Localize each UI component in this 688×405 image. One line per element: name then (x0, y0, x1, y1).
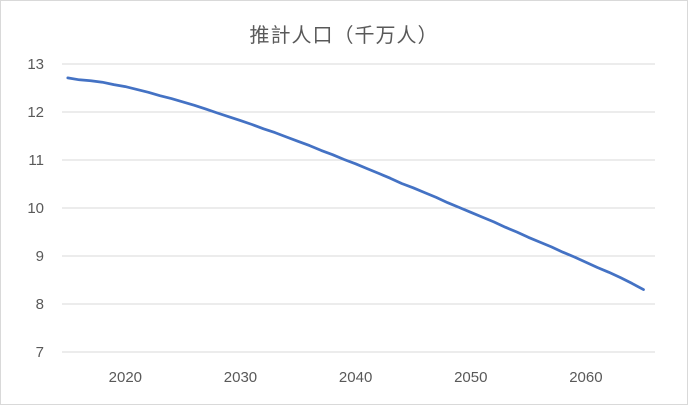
y-tick-label-9: 9 (36, 248, 44, 265)
x-tick-label-2030: 2030 (224, 369, 257, 386)
y-tick-label-10: 10 (27, 200, 44, 217)
series-line-0 (66, 76, 645, 291)
x-tick-label-2020: 2020 (109, 369, 142, 386)
y-tick-label-8: 8 (36, 296, 44, 313)
y-tick-label-12: 12 (27, 104, 44, 121)
gridlines (62, 63, 655, 353)
x-axis-tick-labels: 2020 2030 2040 2050 2060 (109, 369, 603, 386)
series-group (66, 76, 645, 291)
y-tick-label-7: 7 (36, 344, 44, 361)
chart-title: 推計人口（千万人） (249, 23, 439, 47)
x-tick-label-2060: 2060 (569, 369, 602, 386)
y-tick-label-11: 11 (28, 152, 44, 169)
y-tick-label-13: 13 (27, 56, 44, 73)
x-tick-label-2050: 2050 (454, 369, 487, 386)
x-tick-label-2040: 2040 (339, 369, 372, 386)
y-axis-tick-labels: 7 8 9 10 11 12 13 (27, 56, 44, 361)
